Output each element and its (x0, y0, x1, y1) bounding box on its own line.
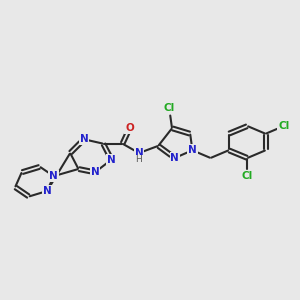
Text: N: N (107, 154, 116, 165)
Text: N: N (135, 148, 143, 158)
Text: N: N (43, 186, 51, 196)
Text: O: O (125, 123, 134, 133)
Text: Cl: Cl (242, 171, 253, 181)
Text: N: N (188, 145, 197, 155)
Text: N: N (80, 134, 88, 144)
Text: Cl: Cl (164, 103, 175, 113)
Text: Cl: Cl (278, 121, 290, 131)
Text: H: H (136, 155, 142, 164)
Text: N: N (170, 153, 179, 163)
Text: N: N (91, 167, 99, 177)
Text: N: N (49, 171, 58, 181)
